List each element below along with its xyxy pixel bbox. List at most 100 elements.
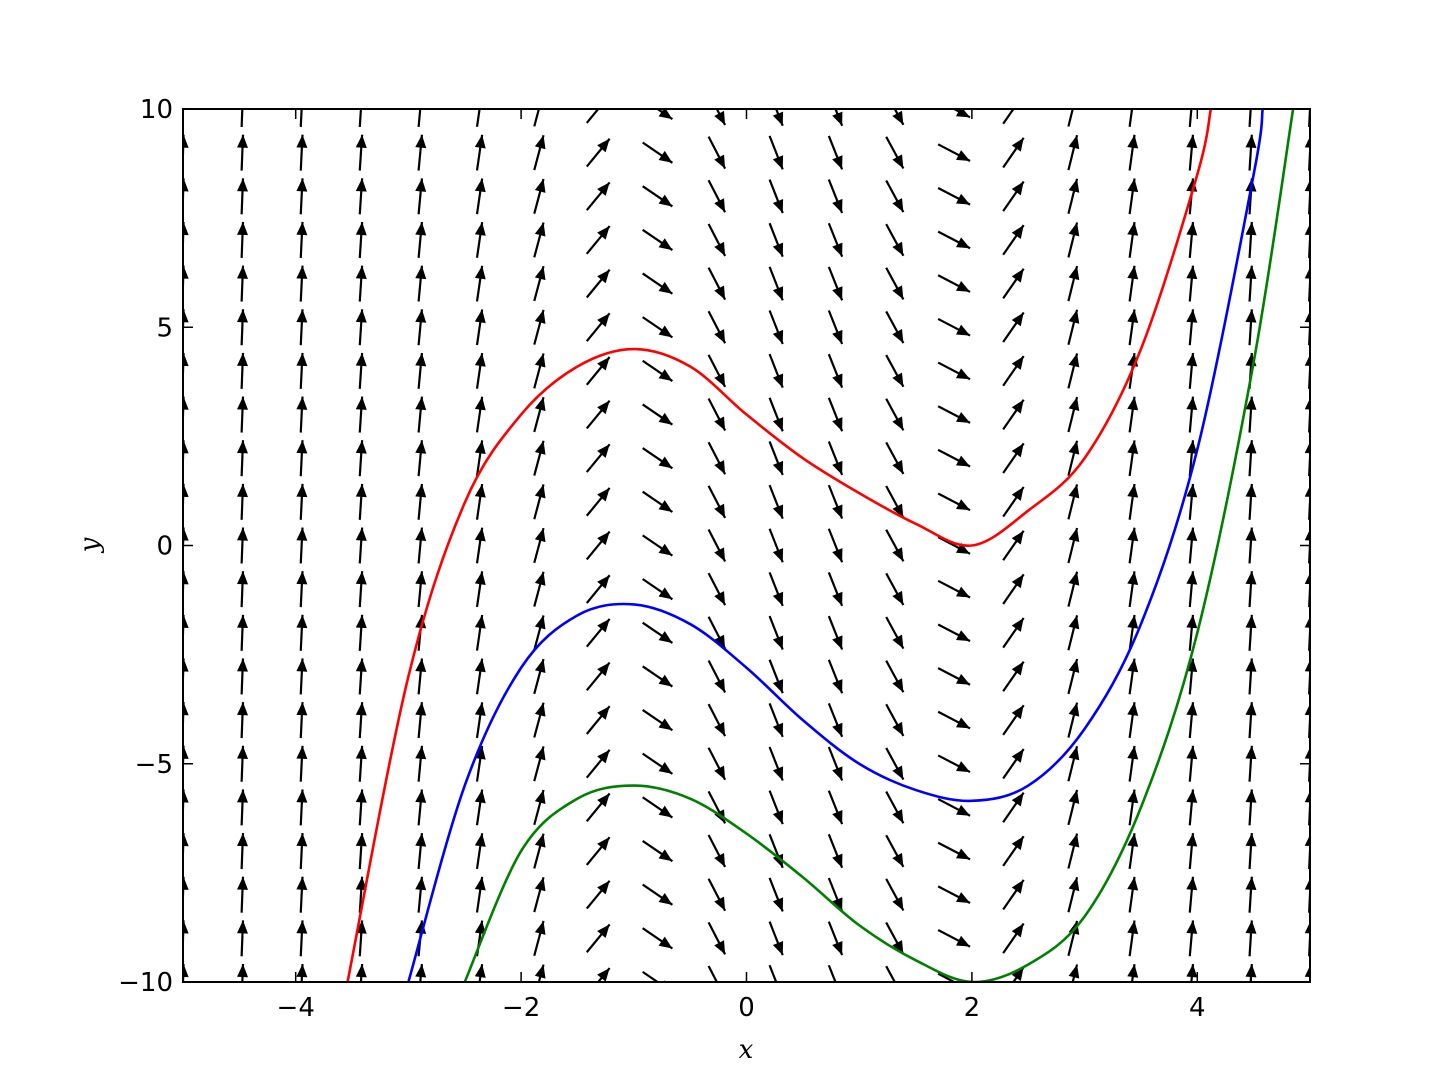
slope-arrow — [642, 403, 674, 426]
slope-arrow — [296, 483, 308, 520]
slope-arrow — [533, 484, 546, 520]
slope-arrow — [642, 839, 674, 863]
slope-arrow — [885, 965, 897, 982]
slope-arrow — [585, 618, 611, 648]
slope-arrow — [885, 791, 905, 824]
slope-arrow — [355, 658, 367, 695]
slope-arrow — [1002, 268, 1025, 300]
slope-arrow — [885, 441, 905, 475]
slope-arrow — [827, 572, 844, 607]
slope-arrow — [1002, 355, 1025, 387]
slope-arrow — [642, 665, 674, 688]
slope-arrow — [772, 109, 784, 127]
plot-frame — [182, 108, 1311, 983]
slope-arrow — [1248, 109, 1252, 128]
slope-arrow — [585, 109, 600, 124]
slope-arrow — [415, 265, 427, 302]
slope-arrow — [1186, 527, 1198, 564]
x-tick-label: 0 — [738, 993, 755, 1023]
slope-arrow — [768, 615, 784, 650]
slope-arrow — [937, 230, 971, 250]
slope-arrow — [355, 221, 367, 258]
slope-arrow — [415, 396, 427, 433]
slope-arrow — [1127, 527, 1139, 564]
slope-arrow — [827, 528, 844, 563]
slope-arrow — [1127, 876, 1139, 913]
slope-arrow — [937, 448, 971, 468]
slope-arrow — [1067, 309, 1080, 345]
slope-arrow — [937, 885, 971, 904]
slope-arrow — [237, 614, 249, 651]
y-axis-label: y — [75, 537, 105, 553]
slope-arrow — [937, 492, 971, 512]
slope-arrow — [1002, 137, 1025, 169]
slope-arrow — [1127, 702, 1139, 739]
slope-arrow — [237, 178, 249, 215]
slope-arrow — [1002, 442, 1025, 474]
slope-arrow — [642, 578, 674, 601]
slope-arrow — [768, 877, 784, 912]
slope-arrow — [642, 709, 674, 732]
slope-arrow — [827, 833, 844, 869]
slope-arrow — [474, 833, 486, 870]
slope-arrow — [533, 178, 546, 214]
slope-arrow — [237, 352, 249, 389]
slope-arrow — [1186, 352, 1198, 389]
slope-arrow — [768, 266, 784, 301]
slope-arrow — [296, 702, 308, 739]
slope-arrow — [1002, 922, 1025, 954]
slope-arrow — [355, 265, 367, 302]
slope-arrow — [707, 485, 727, 519]
slope-arrow — [585, 749, 611, 779]
solution-curve-2 — [407, 109, 1264, 982]
slope-arrow — [642, 621, 674, 644]
slope-arrow — [1245, 396, 1257, 433]
slope-arrow — [533, 833, 546, 869]
slope-arrow — [415, 789, 427, 826]
slope-arrow — [642, 272, 674, 295]
slope-arrow — [474, 789, 486, 826]
slope-arrow — [885, 572, 905, 606]
slope-arrow — [827, 222, 844, 258]
slope-arrow — [768, 833, 784, 869]
slope-arrow — [1245, 309, 1257, 346]
slope-arrow — [355, 309, 367, 346]
slope-arrow — [1067, 265, 1080, 302]
slope-arrow — [1002, 573, 1025, 605]
slope-arrow — [707, 965, 719, 982]
slope-arrow — [585, 705, 611, 735]
slope-arrow — [1186, 309, 1198, 346]
slope-arrow — [296, 440, 308, 477]
slope-arrow — [768, 790, 784, 825]
slope-arrow — [707, 878, 727, 912]
slope-arrow — [1002, 109, 1015, 125]
slope-arrow — [296, 571, 308, 608]
slope-arrow — [707, 179, 727, 213]
slope-arrow — [1067, 746, 1080, 782]
slope-arrow — [474, 702, 486, 739]
solution-curve-1 — [346, 109, 1213, 982]
slope-arrow — [1186, 483, 1198, 520]
slope-arrow — [1127, 134, 1139, 171]
slope-arrow — [1067, 876, 1080, 913]
slope-arrow — [1002, 486, 1025, 518]
slope-arrow — [642, 359, 674, 382]
slope-arrow — [768, 353, 784, 389]
slope-arrow — [827, 397, 844, 432]
slope-arrow — [1127, 833, 1139, 870]
slope-arrow — [707, 223, 727, 257]
slope-arrow — [768, 702, 784, 738]
slope-arrow — [714, 109, 727, 126]
slope-arrow — [1002, 617, 1025, 649]
slope-arrow — [533, 265, 546, 302]
slope-arrow — [355, 745, 367, 782]
slope-arrow — [355, 527, 367, 564]
slope-arrow — [415, 352, 427, 389]
slope-arrow — [1067, 178, 1080, 215]
slope-arrow — [1127, 658, 1139, 695]
slope-arrow — [707, 354, 727, 388]
slope-arrow — [642, 185, 674, 208]
slope-arrow — [707, 267, 727, 301]
slope-arrow — [1002, 399, 1025, 430]
slope-arrow — [1127, 440, 1139, 477]
